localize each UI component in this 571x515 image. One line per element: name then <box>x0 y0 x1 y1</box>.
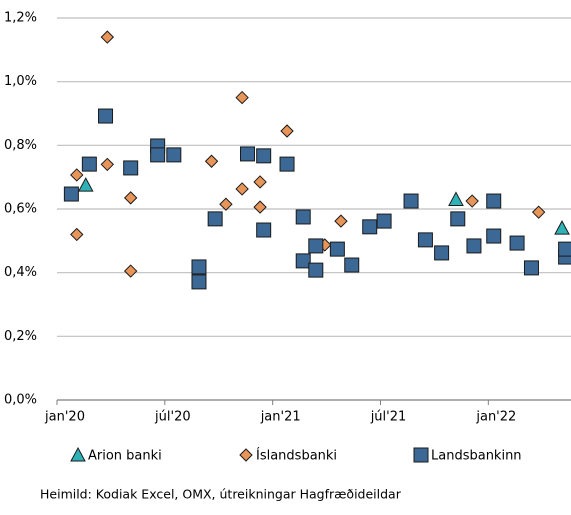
x-tick-label: júl'21 <box>370 410 407 425</box>
point <box>362 219 378 235</box>
point <box>448 191 464 206</box>
point <box>523 260 539 276</box>
x-tick-label: júl'20 <box>154 410 191 425</box>
point <box>70 168 84 182</box>
x-tick-label: jan'21 <box>260 410 301 425</box>
point <box>63 186 79 202</box>
point <box>450 211 466 227</box>
point <box>123 160 139 176</box>
y-tick-label: 1,2% <box>4 11 37 26</box>
point <box>308 262 324 278</box>
point <box>554 220 570 235</box>
point <box>531 205 546 219</box>
point <box>150 147 166 163</box>
y-tick-label: 0,4% <box>4 265 37 280</box>
y-tick-label: 0,8% <box>4 138 37 153</box>
point <box>235 182 249 196</box>
x-tick-label: jan'22 <box>475 410 516 425</box>
point <box>235 90 249 105</box>
point <box>295 209 311 225</box>
legend-label: Arion banki <box>88 449 162 464</box>
point <box>77 177 94 192</box>
point <box>256 148 272 164</box>
legend-marker <box>70 446 86 462</box>
legend-label: Landsbankinn <box>431 449 522 464</box>
point <box>81 156 97 172</box>
point <box>486 228 502 244</box>
point <box>256 222 272 238</box>
point <box>329 241 345 257</box>
point <box>191 259 207 275</box>
point <box>191 274 207 290</box>
point <box>207 211 223 227</box>
legend-marker <box>239 448 253 462</box>
point <box>403 193 419 209</box>
point <box>434 245 450 261</box>
point <box>280 124 294 138</box>
point <box>376 213 392 229</box>
point <box>344 257 360 273</box>
source-note: Heimild: Kodiak Excel, OMX, útreikningar… <box>40 487 402 502</box>
y-tick-label: 1,0% <box>4 74 37 89</box>
point <box>204 154 219 168</box>
point <box>295 253 311 269</box>
point <box>70 227 84 242</box>
point <box>486 193 502 209</box>
point <box>466 238 482 254</box>
point <box>417 232 433 248</box>
legend-label: Íslandsbanki <box>256 448 337 464</box>
point <box>308 238 324 254</box>
point <box>279 156 295 172</box>
x-tick-label: jan'20 <box>44 410 85 425</box>
point <box>98 108 114 124</box>
point <box>253 200 267 214</box>
point <box>253 175 267 189</box>
point <box>219 197 233 211</box>
point <box>558 241 571 257</box>
point <box>465 194 479 208</box>
point <box>123 264 138 278</box>
point <box>123 191 138 205</box>
point <box>166 147 182 163</box>
point <box>509 235 525 251</box>
point <box>100 157 115 172</box>
point <box>100 30 115 44</box>
point <box>334 214 348 228</box>
point <box>240 146 256 162</box>
y-tick-label: 0,0% <box>4 393 37 408</box>
legend-marker <box>413 447 429 463</box>
y-tick-label: 0,6% <box>4 202 37 217</box>
y-tick-label: 0,2% <box>4 329 37 344</box>
